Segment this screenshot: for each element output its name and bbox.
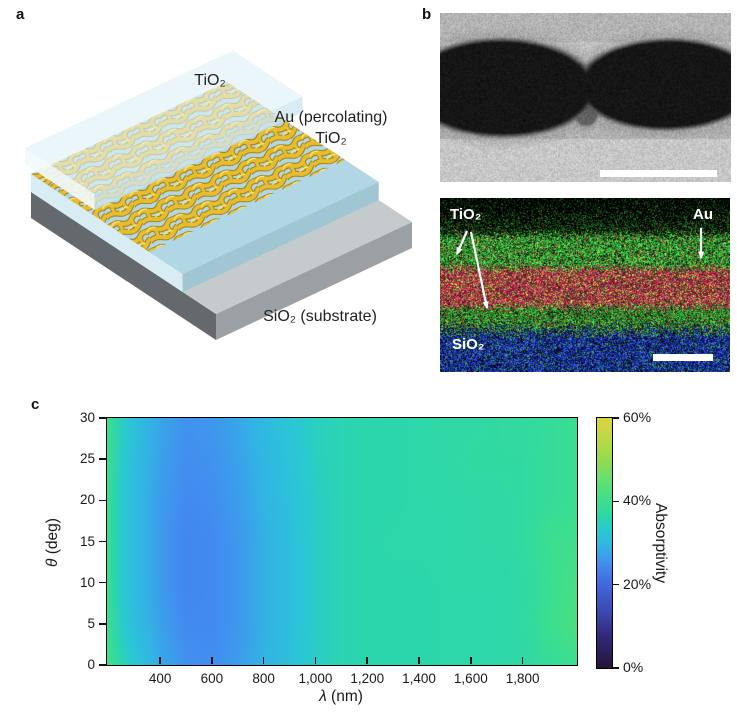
y-tick-mark — [99, 458, 106, 460]
eds-label-sio2: SiO₂ — [452, 336, 485, 353]
panel-c-letter: c — [31, 396, 40, 413]
cover-slab-top-face — [25, 50, 303, 194]
tem-image — [440, 13, 731, 182]
x-tick-mark — [159, 657, 161, 664]
colorbar-tick-mark — [613, 583, 619, 586]
x-tick-mark — [521, 657, 524, 664]
panel-b-letter: b — [422, 6, 432, 23]
x-tick-mark — [314, 657, 317, 664]
y-axis-unit: (deg) — [44, 518, 61, 560]
eds-scale-bar — [653, 354, 713, 361]
colorbar-label: Absorptivity — [652, 502, 669, 584]
cover-slab-front-face — [25, 148, 95, 210]
tio2-slab-side-face — [182, 182, 379, 292]
y-tick-mark — [99, 499, 106, 502]
colorbar-tick-label: 60% — [623, 409, 652, 425]
x-tick-mark — [366, 657, 368, 664]
label-au-percolating: Au (percolating) — [274, 109, 388, 126]
y-tick-mark — [99, 417, 106, 419]
cover-slab-side-face — [94, 96, 303, 210]
x-tick-mark — [470, 657, 472, 664]
x-tick-label: 600 — [200, 671, 224, 686]
sio2-slab-front-face — [31, 192, 216, 340]
colorbar-tick-label: 40% — [623, 492, 652, 509]
panel-a-letter: a — [16, 6, 25, 23]
x-tick-label: 1,600 — [453, 671, 488, 686]
colorbar-tick-mark — [613, 500, 619, 503]
eds-map-canvas — [440, 198, 730, 372]
layer-stack-schematic — [25, 50, 412, 340]
tem-scale-bar — [600, 170, 717, 177]
colorbar-tick-label: 0% — [623, 659, 644, 675]
x-tick-label: 1,200 — [350, 671, 385, 686]
x-tick-mark — [211, 657, 213, 664]
colorbar-tick-mark — [613, 667, 619, 669]
x-tick-mark — [418, 657, 420, 664]
y-tick-label: 30 — [79, 410, 95, 425]
x-tick-label: 400 — [148, 671, 172, 686]
tio2-arrow-lower — [469, 231, 489, 310]
absorptivity-heatmap-canvas — [106, 417, 578, 666]
tio2-arrow-upper — [455, 230, 469, 256]
y-axis-label: θ (deg) — [44, 472, 62, 614]
y-tick-label: 10 — [79, 574, 95, 590]
y-tick-label: 0 — [87, 657, 95, 672]
tem-image-canvas — [440, 13, 731, 182]
y-tick-label: 15 — [79, 533, 95, 549]
colorbar-tick-label: 20% — [623, 575, 652, 592]
label-top-tio2: TiO₂ — [194, 72, 226, 89]
tio2-slab-front-face — [31, 174, 183, 292]
y-axis-symbol: θ — [44, 559, 61, 568]
x-axis-label: λ (nm) — [271, 688, 411, 706]
eds-map: TiO₂ Au SiO₂ — [440, 198, 730, 372]
label-au-percolating-block: Au (percolating) TiO₂ — [245, 107, 417, 149]
y-tick-label: 5 — [87, 615, 95, 631]
y-tick-mark — [99, 581, 106, 584]
x-axis-unit: (nm) — [326, 688, 363, 705]
x-tick-label: 800 — [252, 671, 275, 686]
y-tick-label: 25 — [79, 451, 95, 467]
eds-annotation-arrows — [455, 228, 704, 310]
colorbar-canvas — [596, 417, 613, 669]
x-tick-label: 1,800 — [505, 671, 540, 686]
sio2-slab-side-face — [216, 222, 412, 340]
x-tick-mark — [262, 657, 265, 664]
y-tick-label: 20 — [79, 492, 95, 508]
colorbar-tick-mark — [613, 417, 619, 419]
x-axis-symbol: λ — [319, 688, 327, 705]
y-tick-mark — [99, 664, 106, 666]
label-sio2-substrate: SiO₂ (substrate) — [263, 308, 377, 325]
eds-label-au: Au — [693, 206, 713, 223]
x-tick-label: 1,000 — [298, 671, 333, 686]
eds-label-tio2: TiO₂ — [450, 206, 482, 223]
x-tick-label: 1,400 — [402, 671, 436, 686]
y-tick-mark — [99, 623, 106, 625]
label-mid-tio2: TiO₂ — [315, 130, 347, 147]
y-tick-mark — [99, 540, 106, 543]
